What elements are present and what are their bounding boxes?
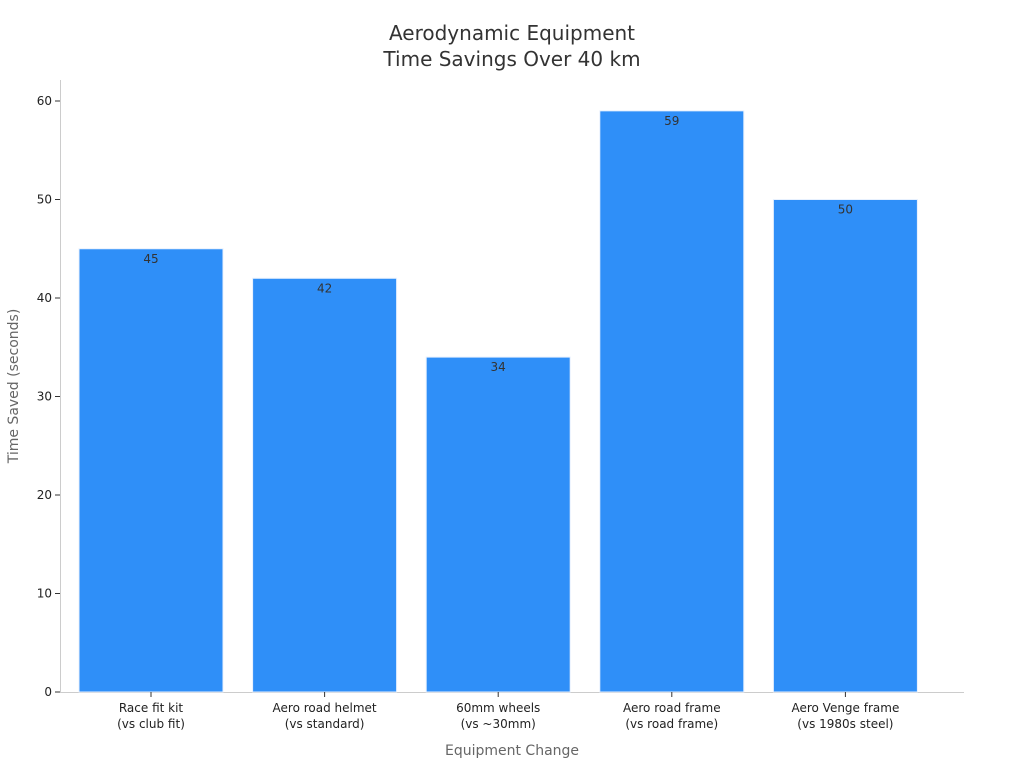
x-category-label: (vs 1980s steel)	[797, 717, 893, 731]
bar	[252, 277, 398, 693]
bar	[78, 248, 224, 693]
x-axis-label: Equipment Change	[445, 743, 579, 759]
bars	[78, 110, 918, 693]
bar	[425, 356, 571, 693]
bar-value-label: 42	[317, 281, 332, 295]
x-category-label: Aero road frame	[623, 701, 721, 715]
y-tick-label: 0	[44, 685, 52, 699]
y-tick-label: 30	[37, 390, 52, 404]
x-category-label: (vs road frame)	[625, 717, 718, 731]
x-axis-categories: Race fit kit (vs club fit) Aero road helme…	[117, 692, 899, 731]
y-tick-label: 20	[37, 488, 52, 502]
chart-title-line-1: Aerodynamic Equipment	[389, 21, 635, 45]
y-tick-label: 60	[37, 94, 52, 108]
y-tick-label: 40	[37, 291, 52, 305]
bar-value-label: 45	[143, 252, 158, 266]
chart-title: Aerodynamic Equipment Time Savings Over …	[382, 21, 640, 71]
y-tick-label: 10	[37, 587, 52, 601]
bar	[599, 110, 745, 693]
x-category-label: Aero Venge frame	[791, 701, 899, 715]
x-category-label: 60mm wheels	[456, 701, 540, 715]
x-category-label: (vs standard)	[285, 717, 365, 731]
bar-value-label: 59	[664, 114, 679, 128]
x-category-label: (vs ~30mm)	[461, 717, 536, 731]
y-tick-label: 50	[37, 193, 52, 207]
bar-value-labels: 45 42 34 59 50	[143, 114, 853, 374]
bar-value-label: 34	[491, 360, 506, 374]
chart-title-line-2: Time Savings Over 40 km	[382, 47, 640, 71]
bar	[772, 199, 918, 693]
y-axis-ticks: 0 10 20 30 40 50 60	[37, 94, 60, 699]
x-category-label: Race fit kit	[119, 701, 184, 715]
y-axis-label: Time Saved (seconds)	[6, 309, 22, 465]
bar-value-label: 50	[838, 203, 853, 217]
x-category-label: Aero road helmet	[273, 701, 377, 715]
x-category-label: (vs club fit)	[117, 717, 185, 731]
